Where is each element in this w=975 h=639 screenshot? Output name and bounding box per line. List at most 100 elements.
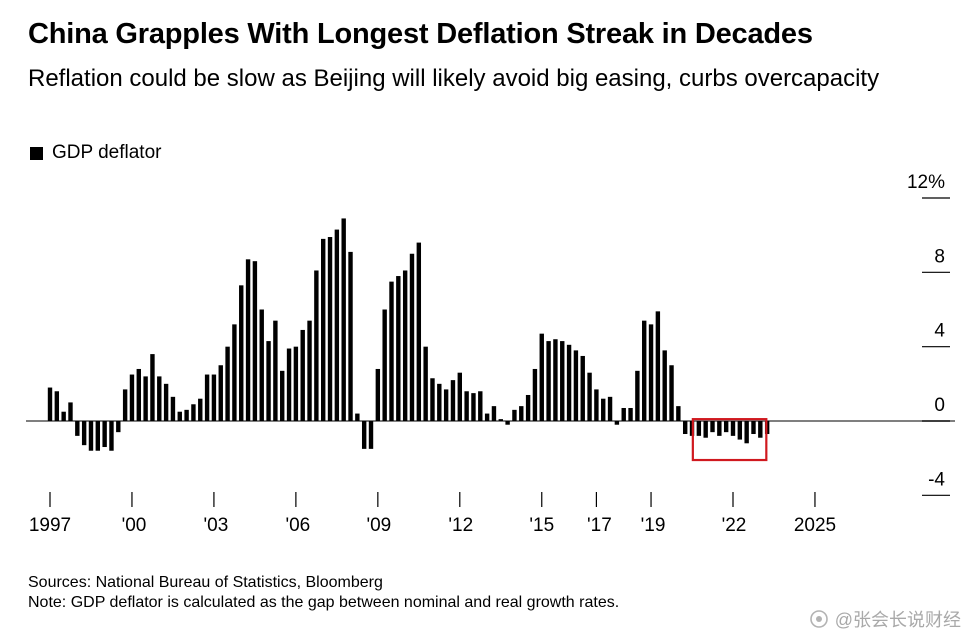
bar-61 [464,391,469,421]
bar-49 [382,309,387,421]
bar-56 [430,378,435,421]
bar-2 [61,411,66,421]
bar-52 [402,270,408,421]
bar-70 [525,394,531,421]
bar-20 [184,409,189,421]
bar-9 [109,421,114,451]
bar-11 [122,389,128,421]
bar-33 [273,320,278,421]
methodology-note: Note: GDP deflator is calculated as the … [28,594,620,611]
x-tick-label-8: '19 [641,515,666,536]
bar-60 [457,372,462,421]
bar-44 [348,251,353,421]
bar-86 [635,370,640,421]
bar-69 [519,406,524,421]
bar-89 [655,311,661,421]
bar-37 [300,329,305,421]
bar-18 [170,396,176,421]
bar-64 [484,413,490,421]
bar-26 [225,346,230,421]
bar-91 [669,365,674,421]
y-tick-label-4: -4 [928,469,945,490]
footer: Sources: National Bureau of Statistics, … [28,573,619,613]
bar-72 [539,333,544,421]
bar-30 [252,261,258,421]
bar-99 [723,421,729,433]
bar-39 [314,270,319,421]
bar-16 [157,376,162,421]
watermark: @张会长说财经 [809,606,961,632]
bar-82 [607,396,613,421]
watermark-text: @张会长说财经 [834,610,961,630]
legend-label: GDP deflator [52,142,162,163]
deflation-highlight-box [691,418,768,462]
bar-25 [218,365,223,421]
bar-74 [553,339,558,421]
bar-76 [566,344,572,421]
bar-65 [491,406,497,421]
bar-31 [259,309,264,421]
bar-73 [546,341,551,421]
bar-71 [532,368,538,421]
bar-19 [177,411,182,421]
bar-5 [81,421,87,446]
bar-14 [143,376,148,421]
bar-29 [245,259,251,421]
bar-53 [409,253,415,421]
bar-45 [355,413,360,421]
y-tick-label-0: 12% [907,172,945,193]
bar-67 [505,421,510,425]
bar-80 [594,389,599,421]
x-tick-label-9: '22 [722,515,747,536]
bar-38 [307,320,312,421]
bar-32 [266,341,271,421]
bar-47 [368,421,374,449]
x-tick-label-7: '17 [587,515,612,536]
bar-50 [389,281,394,421]
bar-41 [327,237,333,421]
bar-6 [88,421,94,451]
bar-35 [286,348,292,421]
bar-104 [758,421,763,438]
bar-55 [423,346,428,421]
bar-34 [280,370,285,421]
bar-3 [68,402,73,421]
bar-17 [163,383,169,421]
bar-23 [204,374,210,421]
bar-36 [293,346,299,421]
bar-62 [471,393,476,421]
bar-40 [321,238,326,421]
bar-48 [375,368,381,421]
x-tick-label-2: '03 [204,515,229,536]
bar-10 [116,421,121,433]
y-tick-label-1: 8 [934,246,945,267]
y-tick-label-2: 4 [934,321,945,342]
bar-63 [478,391,483,421]
bar-68 [512,409,517,421]
chart-subtitle: Reflation could be slow as Beijing will … [28,65,880,92]
bar-28 [239,285,244,421]
bar-24 [211,374,217,421]
chart-title: China Grapples With Longest Deflation St… [28,18,813,50]
bar-8 [102,421,107,448]
bar-103 [751,421,756,435]
bar-95 [696,421,702,436]
bar-97 [710,421,715,433]
bar-0 [47,387,53,421]
bar-57 [437,383,442,421]
bar-101 [737,421,743,440]
bar-100 [730,421,736,436]
y-tick-label-3: 0 [934,395,945,416]
bar-43 [341,218,346,421]
bar-87 [642,320,647,421]
bar-81 [601,398,606,421]
bar-27 [232,324,237,421]
x-tick-label-10: 2025 [794,515,836,536]
bar-90 [662,350,667,421]
bar-22 [198,398,203,421]
x-tick-label-6: '15 [529,515,554,536]
bar-58 [443,389,449,421]
x-tick-label-1: '00 [122,515,147,536]
bar-75 [560,341,565,421]
bar-79 [587,372,592,421]
